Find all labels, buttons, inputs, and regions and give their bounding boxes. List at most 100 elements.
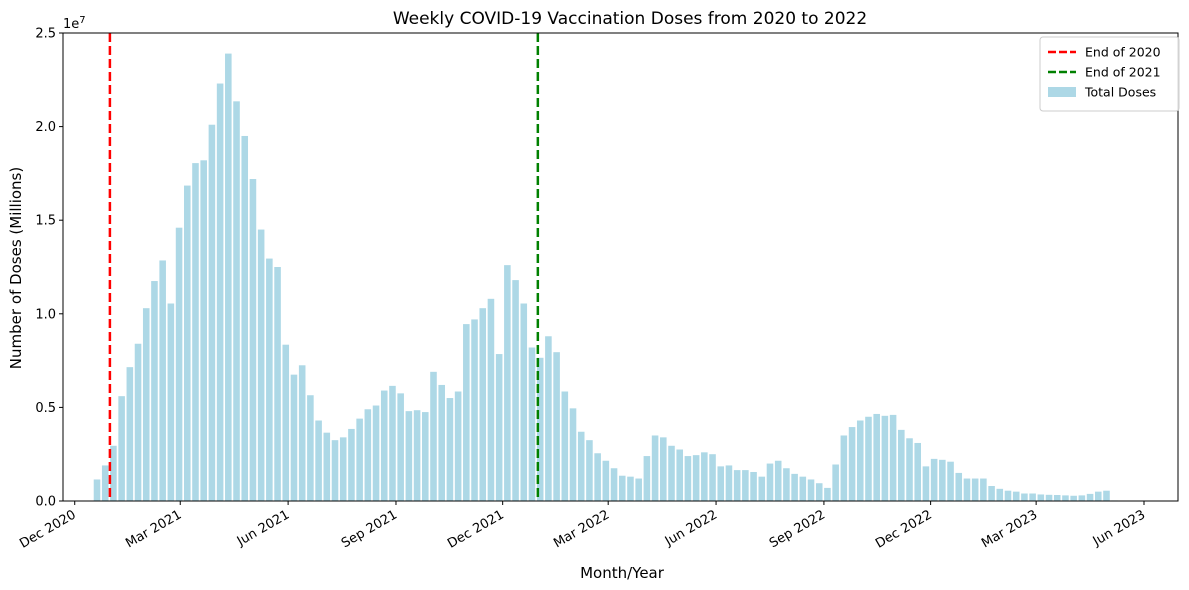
bar [971,478,979,501]
bar [1004,490,1012,501]
bar [1012,491,1020,501]
bar [660,437,667,501]
x-tick-label: Mar 2022 [551,507,612,551]
bar [807,479,815,501]
bar [225,53,232,502]
y-tick-label: 2.0 [35,120,56,135]
bar [446,398,454,501]
bar [1078,495,1086,501]
bar [553,352,560,501]
bar [528,347,536,501]
bar [996,488,1004,501]
plot-area-frame [62,32,1179,502]
bar [93,479,101,501]
bar [323,432,331,501]
x-tick-label: Mar 2023 [979,507,1040,551]
bar [766,463,774,501]
bar [1070,495,1077,501]
bar-series [93,53,1127,502]
bar [733,470,741,501]
bar [397,393,404,501]
bar [643,456,651,501]
bar [569,408,577,501]
bar [742,470,749,501]
x-tick-label: Sep 2021 [339,507,400,551]
bar [750,471,757,501]
bar [725,465,733,501]
bar [118,396,125,501]
bar [536,357,544,501]
bar [824,487,831,501]
bar [594,453,601,501]
bar [586,440,593,501]
bar [914,442,921,501]
bar [307,395,314,501]
bar [233,101,240,501]
bar [889,414,897,501]
x-axis-ticks: Dec 2020 Mar 2021 Jun 2021 Sep 2021 Dec 2021… [17,501,1148,552]
bar [495,354,503,501]
x-axis-title: Month/Year [580,564,665,582]
bar [840,435,848,501]
bar [487,298,495,501]
bar [618,475,626,501]
bar [257,229,265,501]
bar [463,324,470,501]
bar [602,460,610,501]
x-tick-label: Dec 2022 [873,507,935,551]
bar [298,365,306,501]
x-tick-label: Jun 2023 [1090,507,1148,549]
bar [142,308,150,501]
bar [799,476,807,501]
bar [947,461,954,501]
bar [454,391,462,501]
bar [684,456,692,501]
bar [372,405,380,501]
bar [1021,493,1028,501]
bar [963,478,971,501]
bar [1086,493,1094,501]
bar [339,437,347,501]
bar [282,344,290,501]
bar [520,303,528,501]
y-axis-title: Number of Doses (Millions) [7,167,25,369]
bar [676,449,683,501]
bar [930,458,938,501]
bar [635,478,642,501]
bar [192,163,199,501]
chart-title: Weekly COVID-19 Vaccination Doses from 2… [393,9,867,29]
bar [110,445,117,501]
x-tick-label: Jun 2022 [662,507,720,549]
bar [101,465,109,501]
bar [815,483,823,501]
bar [274,267,281,501]
bar [561,391,569,501]
legend: End of 2020 End of 2021 Total Doses [1039,36,1180,112]
bar [758,476,766,501]
bar [1062,495,1069,501]
bar [980,478,987,501]
bar [668,445,675,501]
y-tick-label: 0.0 [35,495,56,510]
y-tick-label: 1.5 [35,214,56,229]
legend-label: End of 2021 [1085,65,1161,80]
bar [422,412,429,501]
bar [939,459,946,501]
bar [898,429,905,501]
bar [848,427,856,501]
reference-lines [108,33,540,501]
bar [216,83,224,501]
x-tick-label: Dec 2021 [445,507,507,551]
bar [1045,494,1053,501]
bar [249,179,257,501]
bar [331,440,339,501]
bar [955,472,963,501]
y-axis-offset-label: 1e7 [63,15,86,32]
bar [315,420,322,501]
bar [1037,494,1045,501]
bar [126,367,134,501]
bar [151,281,158,501]
bar [290,374,298,501]
bar [906,438,913,501]
bar [988,486,995,501]
